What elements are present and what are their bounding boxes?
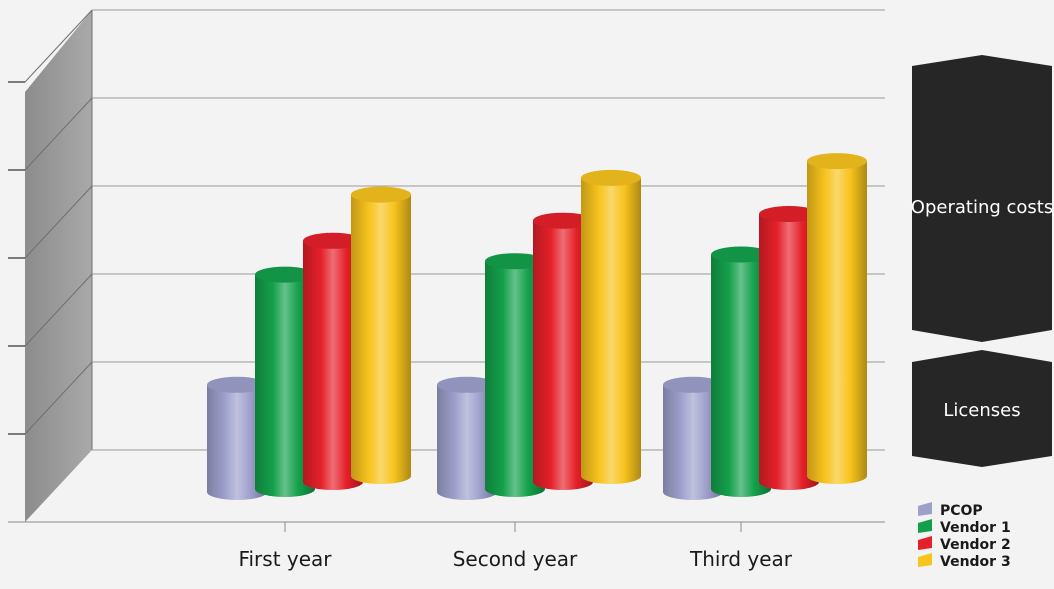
bar-top <box>485 253 545 270</box>
bar-top <box>533 212 593 229</box>
bar <box>303 232 363 490</box>
bar-top <box>255 266 315 283</box>
wall-gridline <box>24 185 93 259</box>
bar-body <box>663 384 723 500</box>
bar <box>255 266 315 497</box>
bar-body <box>207 384 267 500</box>
bar-body <box>711 254 771 497</box>
legend-swatch <box>918 553 932 567</box>
bar <box>533 212 593 490</box>
legend-swatch <box>918 519 932 533</box>
bar-body <box>485 261 545 497</box>
legend-item: Vendor 1 <box>918 519 1011 536</box>
bar <box>807 153 867 484</box>
wall-gridline <box>24 9 93 83</box>
legend-label: Vendor 1 <box>940 520 1011 536</box>
legend-swatch <box>918 502 932 516</box>
x-axis-labels: First year Second year Third year <box>238 547 792 571</box>
chart-side-wall <box>25 10 92 522</box>
legend-label: Vendor 3 <box>940 554 1011 570</box>
wall-gridline <box>24 273 93 347</box>
bar-body <box>255 274 315 497</box>
bar <box>663 376 723 500</box>
licenses-label: Licenses <box>943 400 1020 421</box>
legend-swatch <box>918 536 932 550</box>
bar-top <box>351 186 411 203</box>
bar-body <box>581 177 641 484</box>
bar-top <box>207 376 267 393</box>
x-axis-label: First year <box>238 547 332 571</box>
x-axis-ticks <box>284 522 742 532</box>
bar <box>351 186 411 484</box>
bar-top <box>759 206 819 222</box>
bar-top <box>437 376 497 393</box>
bar-top <box>711 246 771 263</box>
bar <box>711 246 771 497</box>
legend-item: PCOP <box>918 502 983 519</box>
licenses-arrow <box>912 350 1052 467</box>
bar-body <box>759 214 819 490</box>
x-axis-label: Second year <box>453 547 578 571</box>
legend-label: PCOP <box>940 503 983 519</box>
bar-top <box>807 153 867 170</box>
wall-gridline <box>24 361 93 435</box>
y-axis-ticks <box>8 81 25 435</box>
bar <box>437 376 497 500</box>
legend-item: Vendor 3 <box>918 553 1011 570</box>
bars <box>207 153 867 500</box>
bar-top <box>303 232 363 249</box>
bar <box>759 206 819 490</box>
bar <box>485 253 545 497</box>
bar <box>207 376 267 500</box>
bar-body <box>533 220 593 490</box>
wall-gridline <box>24 97 93 171</box>
operating-costs-label: Operating costs <box>911 197 1053 218</box>
bar-body <box>807 161 867 484</box>
legend-label: Vendor 2 <box>940 537 1011 553</box>
legend-item: Vendor 2 <box>918 536 1011 553</box>
bar-body <box>303 240 363 490</box>
bar-top <box>581 169 641 186</box>
bar-top <box>663 376 723 393</box>
bar-body <box>437 384 497 500</box>
operating-costs-arrow <box>912 55 1052 342</box>
bar <box>581 169 641 484</box>
bar-body <box>351 194 411 484</box>
x-axis-label: Third year <box>689 547 793 571</box>
